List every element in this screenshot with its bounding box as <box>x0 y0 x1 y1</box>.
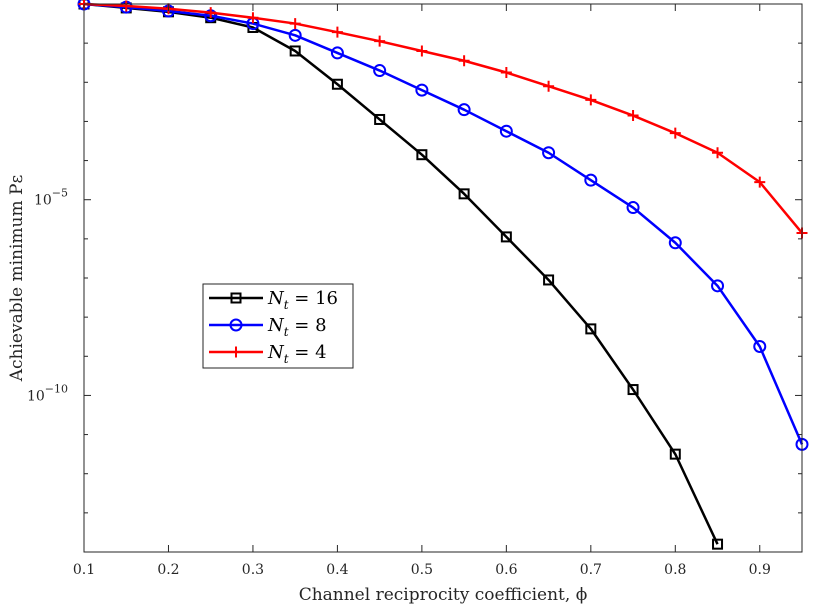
series-line <box>83 2 719 545</box>
data-point <box>289 18 301 30</box>
data-point <box>543 80 555 92</box>
data-point <box>331 78 343 90</box>
legend-marker <box>230 346 242 358</box>
data-point <box>627 110 639 122</box>
x-tick-label: 0.6 <box>495 562 517 578</box>
data-point <box>458 188 470 200</box>
data-point <box>669 127 681 139</box>
data-point <box>543 274 555 286</box>
data-point <box>331 26 343 38</box>
legend: Nt = 16 Nt = 8 Nt = 4 <box>202 283 354 369</box>
legend-marker <box>230 292 242 304</box>
legend-marker <box>229 318 243 332</box>
data-point <box>627 384 639 396</box>
x-tick-label: 0.2 <box>157 562 179 578</box>
data-point <box>205 7 217 19</box>
data-point <box>754 176 766 188</box>
data-point <box>711 279 725 293</box>
x-tick-label: 0.3 <box>242 562 264 578</box>
x-tick-label: 0.8 <box>664 562 686 578</box>
data-point <box>753 340 767 353</box>
x-tick-label: 0.1 <box>73 562 95 578</box>
data-point <box>500 67 512 78</box>
data-point <box>542 146 556 160</box>
data-point <box>626 201 640 215</box>
legend-entry: Nt = 8 <box>209 315 327 339</box>
legend-entry: Nt = 4 <box>209 342 327 366</box>
data-point <box>247 12 259 24</box>
data-point <box>500 231 512 243</box>
legend-label: Nt = 8 <box>267 315 327 339</box>
legend-entry: Nt = 16 <box>209 288 338 312</box>
data-point <box>330 46 344 60</box>
series-line <box>83 2 804 445</box>
data-point <box>668 236 682 250</box>
legend-label: Nt = 4 <box>267 342 327 366</box>
x-tick-label: 0.7 <box>580 562 602 578</box>
plot-lines <box>77 0 809 550</box>
data-point <box>416 45 428 57</box>
data-point <box>457 103 471 117</box>
x-axis-label: Channel reciprocity coefficient, ϕ <box>299 585 588 605</box>
data-point <box>373 64 387 78</box>
data-point <box>416 149 428 161</box>
data-point <box>415 83 429 97</box>
y-tick-label: 10−5 <box>34 187 68 209</box>
data-point <box>120 0 132 12</box>
y-axis-label: Achievable minimum Pε <box>7 175 27 383</box>
data-point <box>585 94 597 106</box>
data-point <box>374 35 386 47</box>
data-point <box>374 113 386 125</box>
data-point <box>584 173 598 187</box>
legend-label: Nt = 16 <box>267 288 338 312</box>
y-axis-ticks: 10−5 10−10 <box>27 3 802 553</box>
data-point <box>585 323 597 335</box>
y-tick-label: 10−10 <box>27 382 68 404</box>
plot-area <box>84 4 802 552</box>
data-point <box>499 124 513 138</box>
x-tick-label: 0.5 <box>411 562 433 578</box>
series-line <box>83 2 803 234</box>
x-axis-ticks: 0.1 0.2 0.3 0.4 0.5 0.6 0.7 0.8 0.9 <box>73 4 771 578</box>
data-point <box>712 538 724 550</box>
x-tick-label: 0.9 <box>749 562 771 578</box>
data-point <box>288 28 302 42</box>
data-point <box>458 55 470 67</box>
x-tick-label: 0.4 <box>326 562 348 578</box>
data-point <box>669 448 681 460</box>
data-point <box>289 45 301 57</box>
data-point <box>712 147 724 159</box>
